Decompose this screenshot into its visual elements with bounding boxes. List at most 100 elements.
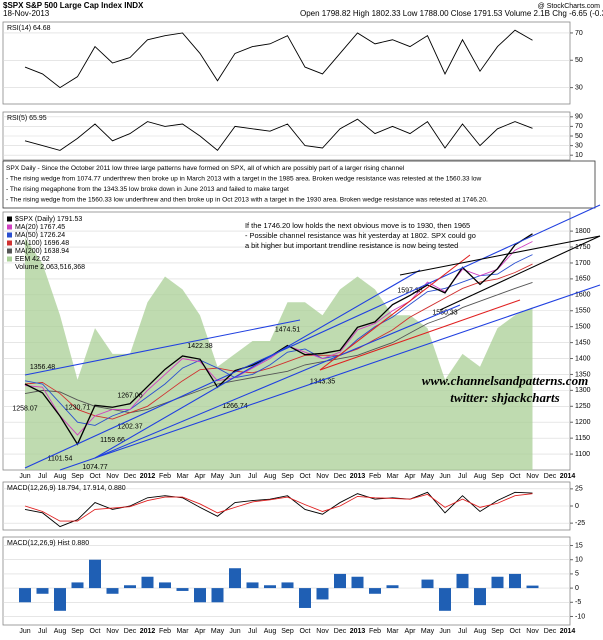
credit: @ StockCharts.com [538, 3, 601, 10]
eem-area [25, 237, 533, 470]
y-tick-label: 1350 [575, 371, 591, 378]
hist-bar [316, 588, 329, 600]
legend-swatch [7, 256, 12, 262]
hist-bar [386, 585, 399, 589]
y-tick-label: 1500 [575, 324, 591, 331]
x-tick-label: Feb [369, 628, 381, 635]
trend-line [94, 304, 461, 459]
hist-bar [89, 559, 101, 589]
y-tick-label: 1250 [575, 403, 591, 410]
x-tick-label: Jun [439, 628, 450, 635]
date: 18-Nov-2013 [3, 9, 50, 18]
x-tick-label: Aug [264, 473, 277, 480]
x-tick-label: 2012 [140, 473, 156, 480]
x-tick-label: Aug [54, 628, 67, 635]
pivot-label: 1074.77 [82, 464, 107, 471]
x-tick-label: Apr [405, 628, 417, 635]
hist-bar [176, 588, 189, 591]
commentary-line: - The rising wedge from 1074.77 underthr… [6, 175, 482, 182]
pivot-label: 1343.35 [310, 378, 335, 385]
x-tick-label: Nov [106, 628, 119, 635]
y-tick-label: 50 [575, 133, 583, 140]
y-tick-label: 1550 [575, 308, 591, 315]
y-tick-label: -10 [575, 613, 585, 620]
legend-label: MA(100) 1696.48 [15, 240, 69, 247]
x-tick-label: Sep [71, 628, 84, 635]
hist-bar [421, 579, 434, 589]
x-tick-label: Jun [439, 473, 450, 480]
legend-swatch [7, 240, 12, 246]
hist-bar [474, 588, 486, 606]
x-tick-label: Apr [195, 473, 207, 480]
panel-frame [2, 21, 571, 105]
x-tick-label: May [421, 473, 435, 480]
x-tick-label: 2014 [560, 628, 576, 635]
panel-frame [2, 536, 571, 626]
megaphone-line [319, 299, 521, 371]
x-tick-label: Jun [229, 473, 240, 480]
x-tick-label: Mar [176, 628, 189, 635]
hist-bar [159, 582, 171, 589]
hist-bar [194, 588, 206, 603]
wedge-line [439, 235, 601, 311]
series-line [24, 263, 533, 420]
y-tick-label: 30 [575, 84, 583, 91]
y-tick-label: 50 [575, 57, 583, 64]
x-tick-label: Jun [19, 628, 30, 635]
x-tick-label: Nov [106, 473, 119, 480]
y-tick-label: 1150 [575, 435, 590, 442]
legend-label: MA(20) 1767.45 [15, 224, 65, 231]
y-tick-label: 10 [575, 152, 583, 159]
y-tick-label: 1800 [575, 228, 591, 235]
commentary-line: - The rising megaphone from the 1343.35 … [6, 186, 289, 193]
x-tick-label: Feb [159, 473, 171, 480]
y-tick-label: -25 [575, 520, 585, 527]
channel-line [24, 204, 601, 469]
commentary-line: - The rising wedge from the 1560.33 low … [6, 196, 488, 203]
series-line [24, 29, 533, 89]
y-tick-label: 10 [575, 557, 583, 564]
hist-bar [36, 588, 49, 594]
y-tick-label: 1400 [575, 355, 591, 362]
panel-title: RSI(14) 64.68 [7, 25, 51, 32]
pivot-label: 1356.48 [30, 364, 55, 371]
x-tick-label: Oct [90, 473, 101, 480]
x-tick-label: Dec [544, 628, 557, 635]
x-tick-label: Mar [176, 473, 189, 480]
x-tick-label: Oct [300, 628, 311, 635]
legend-swatch [7, 232, 12, 238]
y-tick-label: 0 [575, 503, 579, 510]
panel-title: RSI(5) 65.95 [7, 115, 47, 122]
hist-bar [491, 576, 504, 589]
pivot-label: 1560.33 [432, 309, 457, 316]
x-tick-label: Jul [458, 473, 467, 480]
wedge-line [399, 235, 601, 276]
x-tick-label: Sep [491, 628, 504, 635]
y-tick-label: 1300 [575, 387, 591, 394]
pivot-label: 1258.07 [12, 406, 37, 413]
legend-swatch [7, 216, 12, 222]
x-tick-label: May [421, 628, 435, 635]
x-tick-label: 2012 [140, 628, 156, 635]
x-tick-label: Dec [124, 628, 137, 635]
x-tick-label: Oct [90, 628, 101, 635]
annotation: - Possible channel resistance was hit ye… [245, 231, 476, 240]
commentary-line: SPX Daily - Since the October 2011 low t… [6, 165, 405, 172]
legend-label: MA(200) 1638.94 [15, 248, 69, 255]
legend-swatch [7, 248, 12, 254]
x-tick-label: Mar [386, 473, 399, 480]
y-tick-label: 70 [575, 123, 583, 130]
hist-bar [229, 568, 241, 589]
series-line [24, 493, 533, 522]
commentary-box [2, 160, 596, 209]
y-tick-label: 1700 [575, 260, 591, 267]
quote: Open 1798.82 High 1802.33 Low 1788.00 Cl… [300, 9, 603, 18]
hist-bar [211, 588, 224, 603]
x-tick-label: Nov [526, 628, 539, 635]
pivot-label: 1474.51 [275, 327, 300, 334]
x-tick-label: Sep [71, 473, 84, 480]
hist-bar [456, 573, 469, 589]
x-tick-label: 2013 [350, 473, 366, 480]
y-tick-label: 1750 [575, 244, 591, 251]
